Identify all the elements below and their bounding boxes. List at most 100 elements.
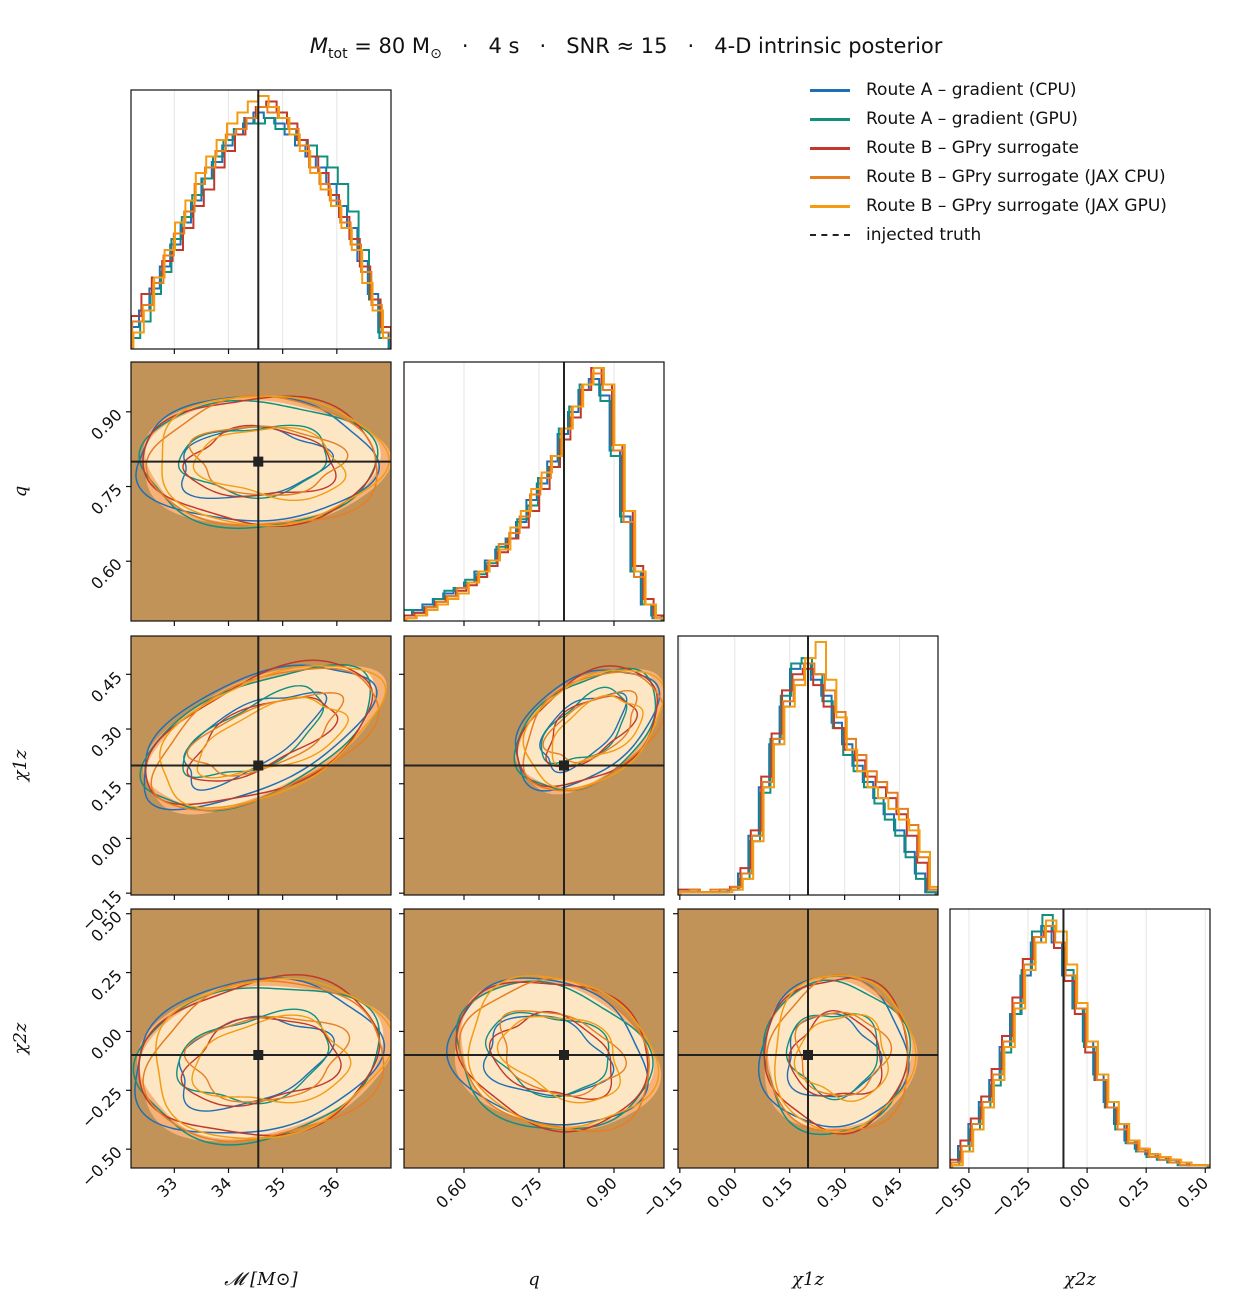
y-tick-label: 0.30 — [87, 722, 126, 761]
title-rest: · 4 s · SNR ≈ 15 · 4-D intrinsic posteri… — [441, 34, 943, 58]
figure-title: Mtot = 80 M⊙ · 4 s · SNR ≈ 15 · 4-D intr… — [0, 10, 1239, 62]
panel-background — [131, 90, 391, 349]
contour-outer-line — [522, 669, 664, 790]
legend-item: Route A – gradient (GPU) — [806, 105, 1167, 134]
histogram-series — [950, 925, 1210, 1168]
truth-marker — [559, 760, 569, 771]
legend-swatch — [810, 234, 850, 236]
contour-panel-q-chi2z: 0.60 0.75 0.90 — [399, 908, 665, 1212]
x-tick-label: −0.50 — [928, 1173, 976, 1221]
contour-inner-line — [191, 1014, 352, 1104]
y-tick-label: −0.50 — [78, 1143, 126, 1191]
y-tick-label: 0.25 — [87, 966, 126, 1005]
contour-outer-line — [143, 664, 378, 811]
y-tick-label: 0.75 — [87, 480, 126, 519]
truth-marker — [253, 456, 264, 467]
x-tick-label: 33 — [153, 1173, 181, 1201]
truth-marker — [253, 1049, 264, 1060]
truth-marker — [803, 1049, 813, 1060]
x-tick-label: −0.15 — [639, 1173, 687, 1221]
y-tick-label: 0.45 — [87, 668, 126, 707]
contour-inner-line — [182, 424, 337, 498]
truth-marker — [559, 1049, 569, 1060]
histogram-series — [951, 919, 1210, 1168]
contour-inner-line — [196, 696, 349, 779]
legend-label: injected truth — [866, 225, 982, 245]
histogram-series — [404, 383, 664, 621]
x-axis-label-chi2z: χ2z — [1062, 1269, 1096, 1290]
contour-outer-line — [514, 669, 661, 792]
histogram-series — [404, 372, 664, 621]
x-axis-label-chi1z: χ1z — [790, 1269, 824, 1290]
x-tick-label: 0.15 — [758, 1173, 797, 1212]
x-tick-label: 0.30 — [813, 1173, 852, 1212]
x-tick-label: 36 — [316, 1173, 344, 1201]
x-tick-label: 0.45 — [868, 1173, 907, 1212]
legend: Route A – gradient (CPU) Route A – gradie… — [806, 76, 1167, 250]
contour-inner-line — [176, 1008, 330, 1105]
histogram-series — [405, 367, 664, 621]
histogram-series — [678, 662, 938, 895]
legend-label: Route B – GPry surrogate (JAX CPU) — [866, 167, 1166, 187]
x-tick-label: −0.25 — [987, 1173, 1035, 1221]
panel-frame — [949, 908, 1211, 1169]
credible-region-inner — [139, 985, 384, 1139]
panel-frame — [130, 635, 392, 896]
panel-frame — [130, 89, 392, 350]
contour-inner-line — [484, 1011, 610, 1099]
contour-outer-line — [132, 987, 381, 1146]
contour-outer-line — [155, 977, 391, 1140]
histogram-series — [404, 367, 664, 621]
contour-inner-line — [794, 1011, 893, 1097]
contour-outer-line — [467, 975, 660, 1130]
legend-label: Route B – GPry surrogate — [866, 138, 1079, 158]
contour-outer-line — [134, 977, 386, 1134]
legend-label: Route A – gradient (CPU) — [866, 80, 1077, 100]
contour-outer-line — [150, 667, 380, 812]
contour-panel-q-chi1z — [399, 635, 665, 900]
contour-inner-line — [539, 692, 628, 774]
contour-outer-line — [513, 667, 657, 792]
hist-panel-q — [403, 361, 665, 626]
contour-inner-line — [180, 426, 335, 500]
panel-frame — [677, 635, 939, 896]
contour-outer-line — [145, 394, 378, 526]
legend-item: Route B – GPry surrogate — [806, 134, 1167, 163]
contour-inner-line — [499, 1010, 628, 1097]
y-tick-label: 0.00 — [87, 1025, 126, 1064]
contour-inner-line — [540, 686, 628, 765]
legend-swatch — [810, 118, 850, 121]
contour-inner-line — [192, 426, 347, 502]
x-axis-label-mc: 𝓜 [M⊙] — [224, 1269, 298, 1290]
contour-outer-line — [455, 981, 649, 1133]
hist-panel-chi1z — [677, 635, 939, 900]
x-tick-label: 34 — [207, 1173, 235, 1201]
contour-inner-line — [188, 425, 349, 496]
contour-panel-mc-chi2z: 33 34 35 36−0.50−0.250.000.250.50 — [78, 907, 392, 1201]
legend-swatch — [810, 176, 850, 179]
contour-panel-mc-q: 0.60 0.75 0.90 — [87, 361, 392, 626]
x-tick-label: 0.00 — [703, 1173, 742, 1212]
panel-frame — [130, 908, 392, 1169]
title-mtot: Mtot = 80 M⊙ — [309, 34, 442, 63]
contour-outer-line — [139, 663, 372, 812]
contour-outer-line — [522, 671, 664, 792]
legend-swatch — [810, 147, 850, 150]
credible-region-inner — [461, 981, 655, 1126]
panel-frame — [677, 908, 939, 1169]
contour-panel-chi1z-chi2z: −0.15 0.00 0.15 0.30 0.45 — [639, 908, 939, 1221]
y-axis-label-chi1z: χ1z — [10, 749, 31, 783]
x-axis-label-q: q — [528, 1269, 540, 1290]
x-tick-label: 0.90 — [582, 1173, 621, 1212]
histogram-series — [132, 95, 391, 349]
legend-label: Route A – gradient (GPU) — [866, 109, 1078, 129]
panel-frame — [403, 908, 665, 1169]
contour-inner-line — [183, 691, 328, 791]
x-tick-label: 0.50 — [1173, 1173, 1212, 1212]
x-tick-label: 0.75 — [507, 1173, 546, 1212]
contour-outer-line — [446, 977, 649, 1126]
contour-inner-line — [186, 692, 345, 777]
legend-label: Route B – GPry surrogate (JAX GPU) — [866, 196, 1167, 216]
y-axis-label-q: q — [10, 486, 31, 498]
contour-inner-line — [183, 1016, 351, 1103]
